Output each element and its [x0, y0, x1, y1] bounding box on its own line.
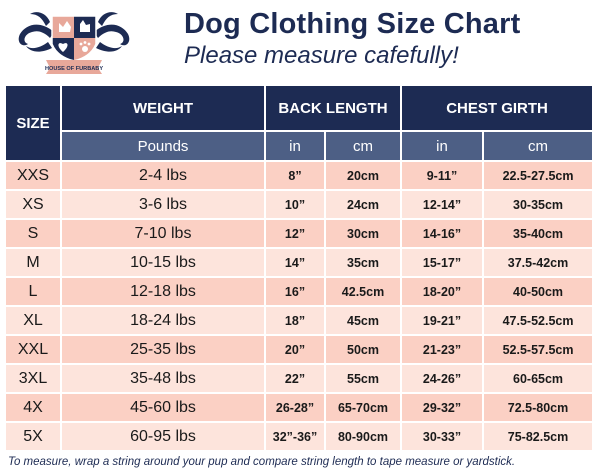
table-row: XXL 25-35 lbs 20” 50cm 21-23” 52.5-57.5cm: [6, 336, 592, 363]
chest-cm-cell: 30-35cm: [484, 191, 592, 218]
chest-in-cell: 19-21”: [402, 307, 483, 334]
back-in-cell: 20”: [266, 336, 324, 363]
table-row: L 12-18 lbs 16” 42.5cm 18-20” 40-50cm: [6, 278, 592, 305]
chest-cm-cell: 52.5-57.5cm: [484, 336, 592, 363]
table-row: XL 18-24 lbs 18” 45cm 19-21” 47.5-52.5cm: [6, 307, 592, 334]
back-cm-header: cm: [326, 132, 401, 160]
size-cell: XXL: [6, 336, 60, 363]
chest-in-cell: 14-16”: [402, 220, 483, 247]
back-in-cell: 26-28”: [266, 394, 324, 421]
size-cell: XS: [6, 191, 60, 218]
header-row: SIZE WEIGHT BACK LENGTH CHEST GIRTH: [6, 86, 592, 160]
chest-girth-header: CHEST GIRTH: [402, 86, 592, 130]
chest-cm-cell: 47.5-52.5cm: [484, 307, 592, 334]
back-cm-cell: 45cm: [326, 307, 401, 334]
size-cell: 5X: [6, 423, 60, 450]
measure-instructions: To measure, wrap a string around your pu…: [8, 456, 516, 468]
back-cm-cell: 65-70cm: [326, 394, 401, 421]
back-in-cell: 32”-36”: [266, 423, 324, 450]
chest-in-cell: 12-14”: [402, 191, 483, 218]
weight-cell: 10-15 lbs: [62, 249, 264, 276]
back-cm-cell: 20cm: [326, 162, 401, 189]
back-in-cell: 8”: [266, 162, 324, 189]
back-in-cell: 16”: [266, 278, 324, 305]
back-in-cell: 10”: [266, 191, 324, 218]
weight-cell: 45-60 lbs: [62, 394, 264, 421]
table-row: M 10-15 lbs 14” 35cm 15-17” 37.5-42cm: [6, 249, 592, 276]
table-row: 3XL 35-48 lbs 22” 55cm 24-26” 60-65cm: [6, 365, 592, 392]
size-cell: 4X: [6, 394, 60, 421]
weight-cell: 12-18 lbs: [62, 278, 264, 305]
back-cm-cell: 24cm: [326, 191, 401, 218]
chest-cm-cell: 72.5-80cm: [484, 394, 592, 421]
back-in-cell: 18”: [266, 307, 324, 334]
table-row: XXS 2-4 lbs 8” 20cm 9-11” 22.5-27.5cm: [6, 162, 592, 189]
size-header: SIZE: [6, 86, 60, 160]
table-row: XS 3-6 lbs 10” 24cm 12-14” 30-35cm: [6, 191, 592, 218]
back-cm-cell: 30cm: [326, 220, 401, 247]
weight-cell: 3-6 lbs: [62, 191, 264, 218]
size-cell: 3XL: [6, 365, 60, 392]
size-cell: L: [6, 278, 60, 305]
weight-unit-header: Pounds: [62, 132, 264, 160]
chest-cm-cell: 22.5-27.5cm: [484, 162, 592, 189]
weight-cell: 7-10 lbs: [62, 220, 264, 247]
chest-in-header: in: [402, 132, 483, 160]
size-cell: XXS: [6, 162, 60, 189]
back-cm-cell: 42.5cm: [326, 278, 401, 305]
back-in-cell: 12”: [266, 220, 324, 247]
back-cm-cell: 55cm: [326, 365, 401, 392]
chest-cm-cell: 60-65cm: [484, 365, 592, 392]
weight-header: WEIGHT: [62, 86, 264, 130]
page-title: Dog Clothing Size Chart: [184, 8, 521, 40]
chest-cm-cell: 35-40cm: [484, 220, 592, 247]
weight-cell: 25-35 lbs: [62, 336, 264, 363]
weight-cell: 60-95 lbs: [62, 423, 264, 450]
size-cell: XL: [6, 307, 60, 334]
weight-cell: 18-24 lbs: [62, 307, 264, 334]
chest-in-cell: 29-32”: [402, 394, 483, 421]
back-cm-cell: 35cm: [326, 249, 401, 276]
chest-cm-cell: 75-82.5cm: [484, 423, 592, 450]
back-cm-cell: 50cm: [326, 336, 401, 363]
back-in-header: in: [266, 132, 324, 160]
unit-header-row: Pounds in cm in cm: [6, 132, 592, 160]
back-length-header: BACK LENGTH: [266, 86, 401, 130]
table-row: S 7-10 lbs 12” 30cm 14-16” 35-40cm: [6, 220, 592, 247]
chest-in-cell: 15-17”: [402, 249, 483, 276]
chest-in-cell: 24-26”: [402, 365, 483, 392]
chest-cm-header: cm: [484, 132, 592, 160]
weight-cell: 35-48 lbs: [62, 365, 264, 392]
back-cm-cell: 80-90cm: [326, 423, 401, 450]
table-row: 4X 45-60 lbs 26-28” 65-70cm 29-32” 72.5-80cm: [6, 394, 592, 421]
size-cell: S: [6, 220, 60, 247]
size-cell: M: [6, 249, 60, 276]
back-in-cell: 14”: [266, 249, 324, 276]
page-subtitle: Please measure cafefully!: [184, 42, 459, 69]
chest-in-cell: 21-23”: [402, 336, 483, 363]
svg-text:HOUSE OF FURBABY: HOUSE OF FURBABY: [45, 66, 103, 72]
chest-cm-cell: 37.5-42cm: [484, 249, 592, 276]
chest-in-cell: 9-11”: [402, 162, 483, 189]
chest-in-cell: 18-20”: [402, 278, 483, 305]
back-in-cell: 22”: [266, 365, 324, 392]
chest-cm-cell: 40-50cm: [484, 278, 592, 305]
chest-in-cell: 30-33”: [402, 423, 483, 450]
size-chart-table: SIZE WEIGHT BACK LENGTH CHEST GIRTH Poun…: [4, 84, 592, 452]
weight-cell: 2-4 lbs: [62, 162, 264, 189]
table-row: 5X 60-95 lbs 32”-36” 80-90cm 30-33” 75-82.5cm: [6, 423, 592, 450]
house-of-furbaby-logo: HOUSE OF FURBABY: [18, 12, 130, 74]
